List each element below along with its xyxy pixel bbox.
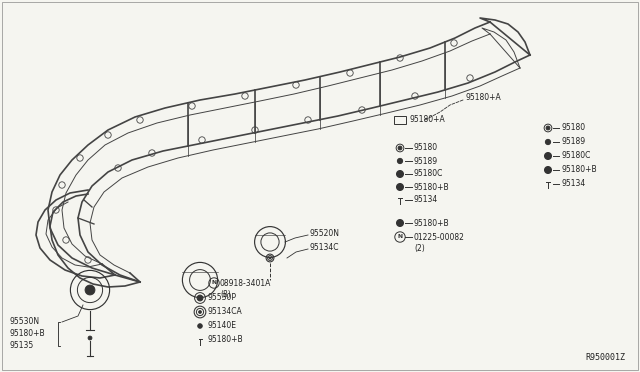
- Circle shape: [197, 295, 203, 301]
- Circle shape: [397, 158, 403, 164]
- Circle shape: [545, 167, 552, 173]
- Text: 95180+B: 95180+B: [208, 336, 244, 344]
- Text: 95189: 95189: [414, 157, 438, 166]
- Text: R950001Z: R950001Z: [585, 353, 625, 362]
- Text: 95180+B: 95180+B: [414, 218, 450, 228]
- Circle shape: [397, 183, 403, 190]
- Text: 01225-00082: 01225-00082: [414, 232, 465, 241]
- Circle shape: [198, 324, 202, 328]
- Text: 95180: 95180: [414, 144, 438, 153]
- Text: N: N: [211, 280, 216, 285]
- Text: 95180+B: 95180+B: [414, 183, 450, 192]
- Text: 08918-3401A: 08918-3401A: [220, 279, 271, 288]
- Text: 95180: 95180: [561, 124, 585, 132]
- Text: 95520N: 95520N: [310, 228, 340, 237]
- Text: 95134C: 95134C: [310, 244, 339, 253]
- Text: 95530P: 95530P: [208, 294, 237, 302]
- Text: 95134: 95134: [561, 180, 585, 189]
- Text: 95180+A: 95180+A: [409, 115, 445, 125]
- Text: 95134: 95134: [414, 196, 438, 205]
- Circle shape: [85, 285, 95, 295]
- Text: (8): (8): [220, 289, 231, 298]
- Circle shape: [545, 153, 552, 160]
- Text: 95180C: 95180C: [561, 151, 590, 160]
- Text: 95189: 95189: [561, 138, 585, 147]
- Text: 95134CA: 95134CA: [208, 308, 243, 317]
- Text: 95180+B: 95180+B: [10, 330, 45, 339]
- Text: 95180+B: 95180+B: [561, 166, 596, 174]
- Circle shape: [88, 336, 92, 340]
- Bar: [394, 116, 406, 124]
- Circle shape: [397, 219, 403, 227]
- Circle shape: [198, 311, 202, 313]
- Text: 95180C: 95180C: [414, 170, 444, 179]
- Circle shape: [398, 146, 402, 150]
- Circle shape: [397, 170, 403, 177]
- Text: 95180+A: 95180+A: [465, 93, 500, 103]
- Circle shape: [546, 126, 550, 130]
- Text: 95135: 95135: [10, 341, 35, 350]
- Text: (2): (2): [414, 244, 425, 253]
- Text: 95140E: 95140E: [208, 321, 237, 330]
- Text: 95530N: 95530N: [10, 317, 40, 327]
- Circle shape: [545, 140, 550, 145]
- Text: N: N: [397, 234, 403, 240]
- Circle shape: [269, 257, 271, 259]
